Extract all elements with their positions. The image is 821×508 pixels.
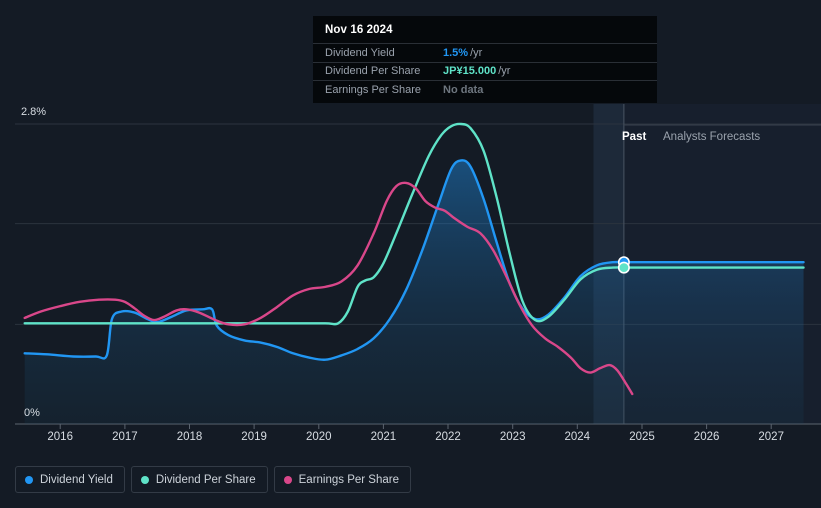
legend-item-earnings-per-share[interactable]: Earnings Per Share — [273, 466, 411, 493]
x-axis-label-2018: 2018 — [176, 431, 203, 443]
past-label: Past — [622, 131, 647, 143]
series-area-dividend-yield — [24, 160, 804, 424]
x-axis-label-2016: 2016 — [47, 431, 73, 443]
tooltip-date: Nov 16 2024 — [325, 24, 393, 36]
chart-tooltip: Nov 16 2024 Dividend Yield 1.5%/yr Dividen… — [313, 16, 657, 103]
x-axis-label-2024: 2024 — [564, 431, 591, 443]
legend-color-dot-icon — [140, 475, 149, 484]
series-line-dividend-per-share — [23, 122, 805, 326]
x-axis-label-2025: 2025 — [629, 431, 655, 443]
tooltip-row-label: Dividend Yield — [325, 46, 395, 59]
x-axis-label-2026: 2026 — [693, 431, 720, 443]
tooltip-row-label: Dividend Per Share — [325, 65, 421, 78]
series-line-earnings-per-share — [23, 181, 634, 396]
legend-item-dividend-yield[interactable]: Dividend Yield — [15, 466, 125, 493]
tooltip-row-label: Earnings Per Share — [325, 83, 421, 96]
legend-item-label: Dividend Yield — [40, 473, 113, 486]
tooltip-rows: Dividend Yield 1.5%/yr Dividend Per Share J… — [313, 43, 657, 99]
tooltip-row: Dividend Per Share JP¥15.000/yr — [313, 61, 657, 81]
legend-item-label: Earnings Per Share — [298, 473, 399, 486]
tooltip-value-unit: /yr — [498, 65, 511, 78]
x-axis-label-2023: 2023 — [499, 431, 526, 443]
legend-item-label: Dividend Per Share — [155, 473, 256, 486]
tooltip-value-text: 1.5% — [443, 46, 469, 59]
tooltip-row-value: No data — [443, 84, 483, 96]
tooltip-row: Earnings Per Share No data — [313, 80, 657, 99]
x-axis-label-2022: 2022 — [435, 431, 461, 443]
tooltip-row-value: JP¥15.000/yr — [443, 65, 510, 77]
tooltip-row: Dividend Yield 1.5%/yr — [313, 43, 657, 62]
x-axis-label-2017: 2017 — [112, 431, 138, 443]
y-axis-label-min: 0% — [24, 407, 40, 419]
analysts-forecasts-label: Analysts Forecasts — [663, 131, 761, 143]
legend-item-dividend-per-share[interactable]: Dividend Per Share — [130, 466, 268, 493]
x-axis-label-2027: 2027 — [758, 431, 784, 443]
tooltip-value-text: JP¥15.000 — [443, 65, 497, 78]
chart-legend: Dividend Yield Dividend Per Share Earnings… — [15, 466, 411, 493]
x-axis-label-2021: 2021 — [370, 431, 397, 443]
y-axis-label-max: 2.8% — [21, 106, 47, 118]
tooltip-value-unit: /yr — [470, 46, 483, 59]
tooltip-row-value: 1.5%/yr — [443, 47, 482, 59]
legend-color-dot-icon — [283, 475, 292, 484]
legend-color-dot-icon — [25, 475, 33, 484]
cursor-marker-dividend-per-share — [617, 261, 630, 274]
series-line-dividend-yield — [23, 159, 805, 361]
x-axis-label-2020: 2020 — [306, 431, 332, 443]
x-axis-label-2019: 2019 — [241, 431, 267, 443]
tooltip-value-text: No data — [443, 83, 484, 96]
